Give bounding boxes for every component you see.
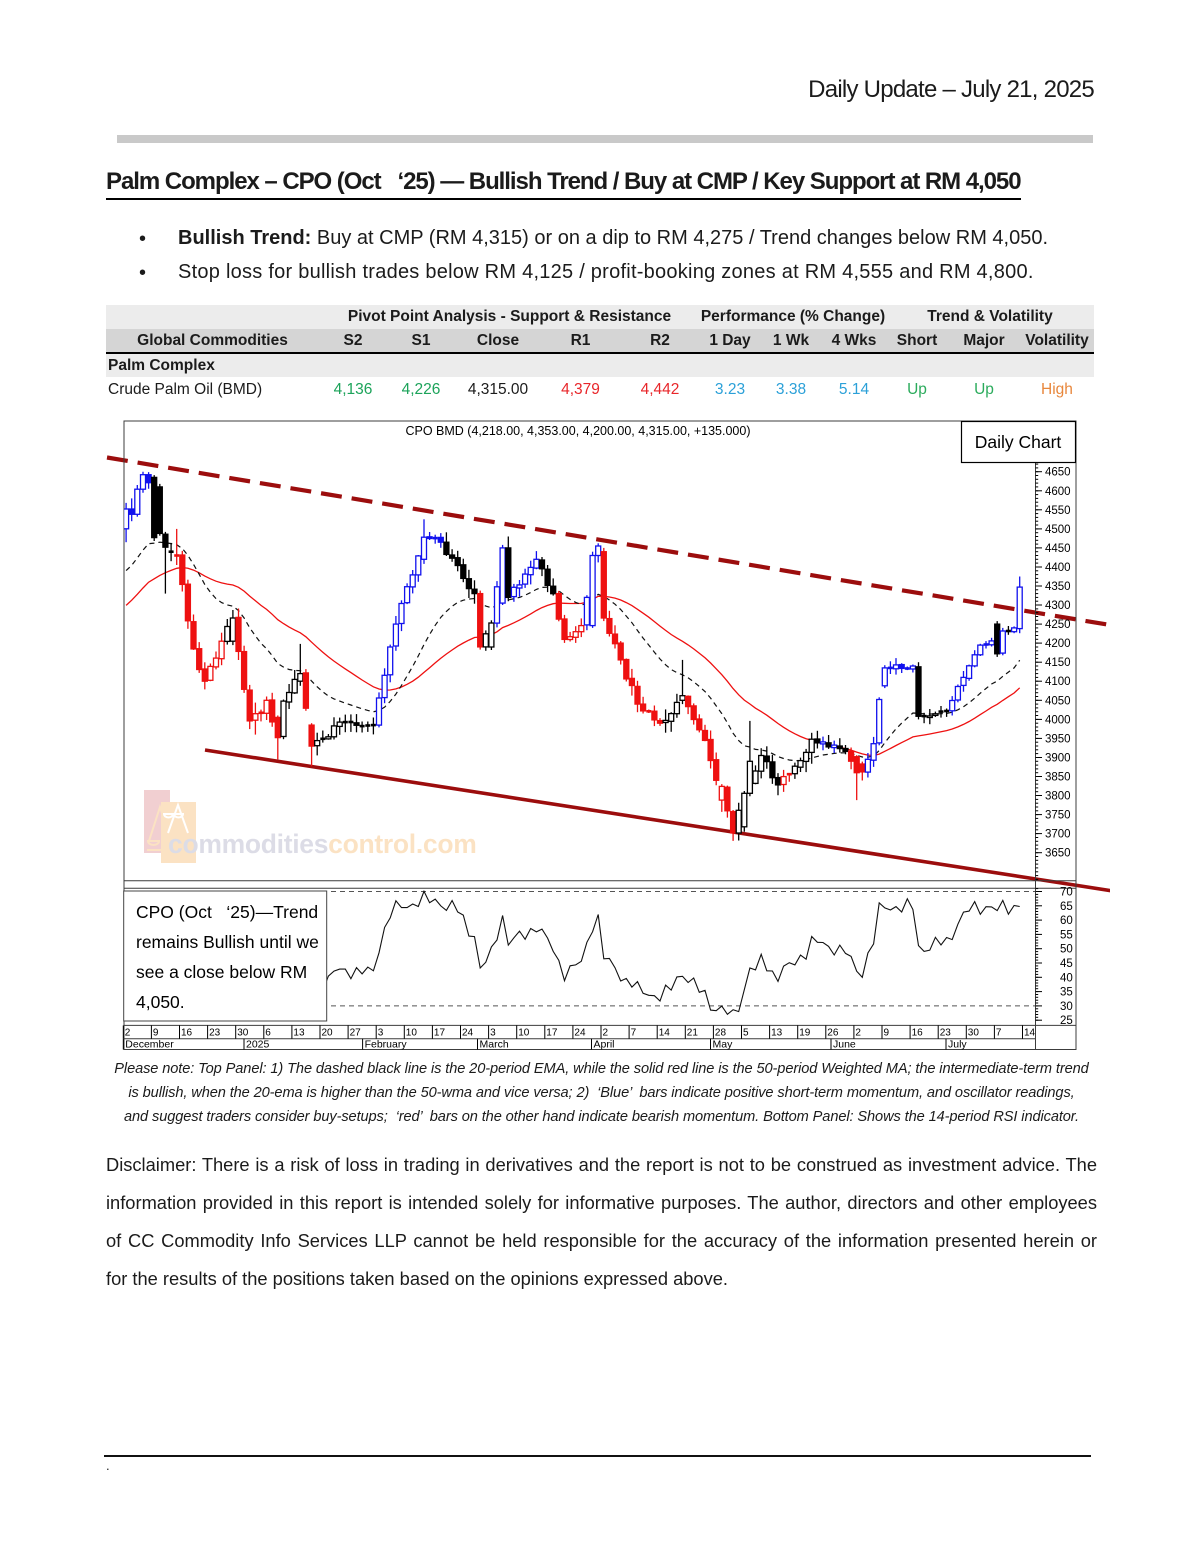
svg-text:10: 10 — [406, 1028, 418, 1039]
svg-text:5: 5 — [743, 1028, 749, 1039]
svg-text:17: 17 — [546, 1028, 558, 1039]
svg-text:21: 21 — [687, 1028, 699, 1039]
svg-text:28: 28 — [715, 1028, 727, 1039]
svg-text:55: 55 — [1060, 929, 1073, 941]
svg-text:24: 24 — [574, 1028, 586, 1039]
svg-text:3850: 3850 — [1045, 772, 1071, 784]
svg-text:14: 14 — [1024, 1028, 1036, 1039]
svg-text:45: 45 — [1060, 958, 1073, 970]
svg-text:23: 23 — [940, 1028, 952, 1039]
svg-text:May: May — [713, 1039, 734, 1051]
svg-text:13: 13 — [293, 1028, 305, 1039]
svg-text:3: 3 — [490, 1028, 496, 1039]
svg-text:2025: 2025 — [246, 1039, 270, 1051]
svg-text:9: 9 — [884, 1028, 890, 1039]
svg-text:4250: 4250 — [1045, 619, 1071, 631]
svg-text:April: April — [594, 1039, 615, 1051]
svg-text:4400: 4400 — [1045, 562, 1071, 574]
svg-text:16: 16 — [912, 1028, 924, 1039]
svg-text:30: 30 — [968, 1028, 980, 1039]
svg-text:26: 26 — [827, 1028, 839, 1039]
svg-text:March: March — [480, 1039, 509, 1051]
svg-text:CPO BMD (4,218.00, 4,353.00, 4: CPO BMD (4,218.00, 4,353.00, 4,200.00, 4… — [405, 424, 750, 438]
svg-text:23: 23 — [209, 1028, 221, 1039]
svg-text:3: 3 — [378, 1028, 384, 1039]
svg-text:CPO (Oct ‘25)—Trend: CPO (Oct ‘25)—Trend — [136, 902, 318, 922]
svg-text:3950: 3950 — [1045, 733, 1071, 745]
svg-text:December: December — [125, 1039, 174, 1051]
svg-text:3800: 3800 — [1045, 791, 1071, 803]
svg-text:commoditiescontrol.com: commoditiescontrol.com — [168, 829, 477, 859]
svg-text:4000: 4000 — [1045, 714, 1071, 726]
svg-text:16: 16 — [181, 1028, 193, 1039]
svg-text:7: 7 — [631, 1028, 637, 1039]
svg-text:3900: 3900 — [1045, 753, 1071, 765]
svg-text:3650: 3650 — [1045, 848, 1071, 860]
svg-text:2: 2 — [603, 1028, 609, 1039]
svg-text:4450: 4450 — [1045, 543, 1071, 555]
svg-text:2: 2 — [125, 1028, 131, 1039]
svg-text:4100: 4100 — [1045, 676, 1071, 688]
svg-text:July: July — [948, 1039, 967, 1051]
svg-text:4300: 4300 — [1045, 600, 1071, 612]
svg-text:6: 6 — [265, 1028, 271, 1039]
svg-text:June: June — [833, 1039, 856, 1051]
svg-text:4600: 4600 — [1045, 486, 1071, 498]
svg-text:2: 2 — [855, 1028, 861, 1039]
svg-text:9: 9 — [153, 1028, 159, 1039]
svg-text:remains Bullish until we: remains Bullish until we — [136, 932, 319, 952]
svg-text:14: 14 — [659, 1028, 671, 1039]
svg-text:3700: 3700 — [1045, 829, 1071, 841]
svg-text:3750: 3750 — [1045, 810, 1071, 822]
svg-text:17: 17 — [434, 1028, 446, 1039]
svg-text:13: 13 — [771, 1028, 783, 1039]
svg-text:27: 27 — [350, 1028, 362, 1039]
svg-text:4050: 4050 — [1045, 695, 1071, 707]
svg-text:Daily Chart: Daily Chart — [975, 432, 1062, 452]
svg-text:30: 30 — [1060, 1001, 1073, 1013]
svg-text:50: 50 — [1060, 944, 1073, 956]
svg-text:4,050.: 4,050. — [136, 992, 185, 1012]
svg-text:4550: 4550 — [1045, 505, 1071, 517]
svg-text:February: February — [365, 1039, 408, 1051]
svg-text:4500: 4500 — [1045, 524, 1071, 536]
svg-text:see a close below RM: see a close below RM — [136, 962, 307, 982]
svg-text:19: 19 — [799, 1028, 811, 1039]
svg-text:30: 30 — [237, 1028, 249, 1039]
svg-text:70: 70 — [1060, 887, 1073, 899]
svg-text:4350: 4350 — [1045, 581, 1071, 593]
svg-text:60: 60 — [1060, 915, 1073, 927]
svg-text:25: 25 — [1060, 1015, 1073, 1027]
svg-text:4650: 4650 — [1045, 467, 1071, 479]
svg-text:10: 10 — [518, 1028, 530, 1039]
svg-text:35: 35 — [1060, 987, 1073, 999]
svg-text:40: 40 — [1060, 972, 1073, 984]
svg-text:4200: 4200 — [1045, 638, 1071, 650]
svg-text:24: 24 — [462, 1028, 474, 1039]
svg-text:65: 65 — [1060, 901, 1073, 913]
svg-text:7: 7 — [996, 1028, 1002, 1039]
svg-text:20: 20 — [322, 1028, 334, 1039]
svg-text:4150: 4150 — [1045, 657, 1071, 669]
